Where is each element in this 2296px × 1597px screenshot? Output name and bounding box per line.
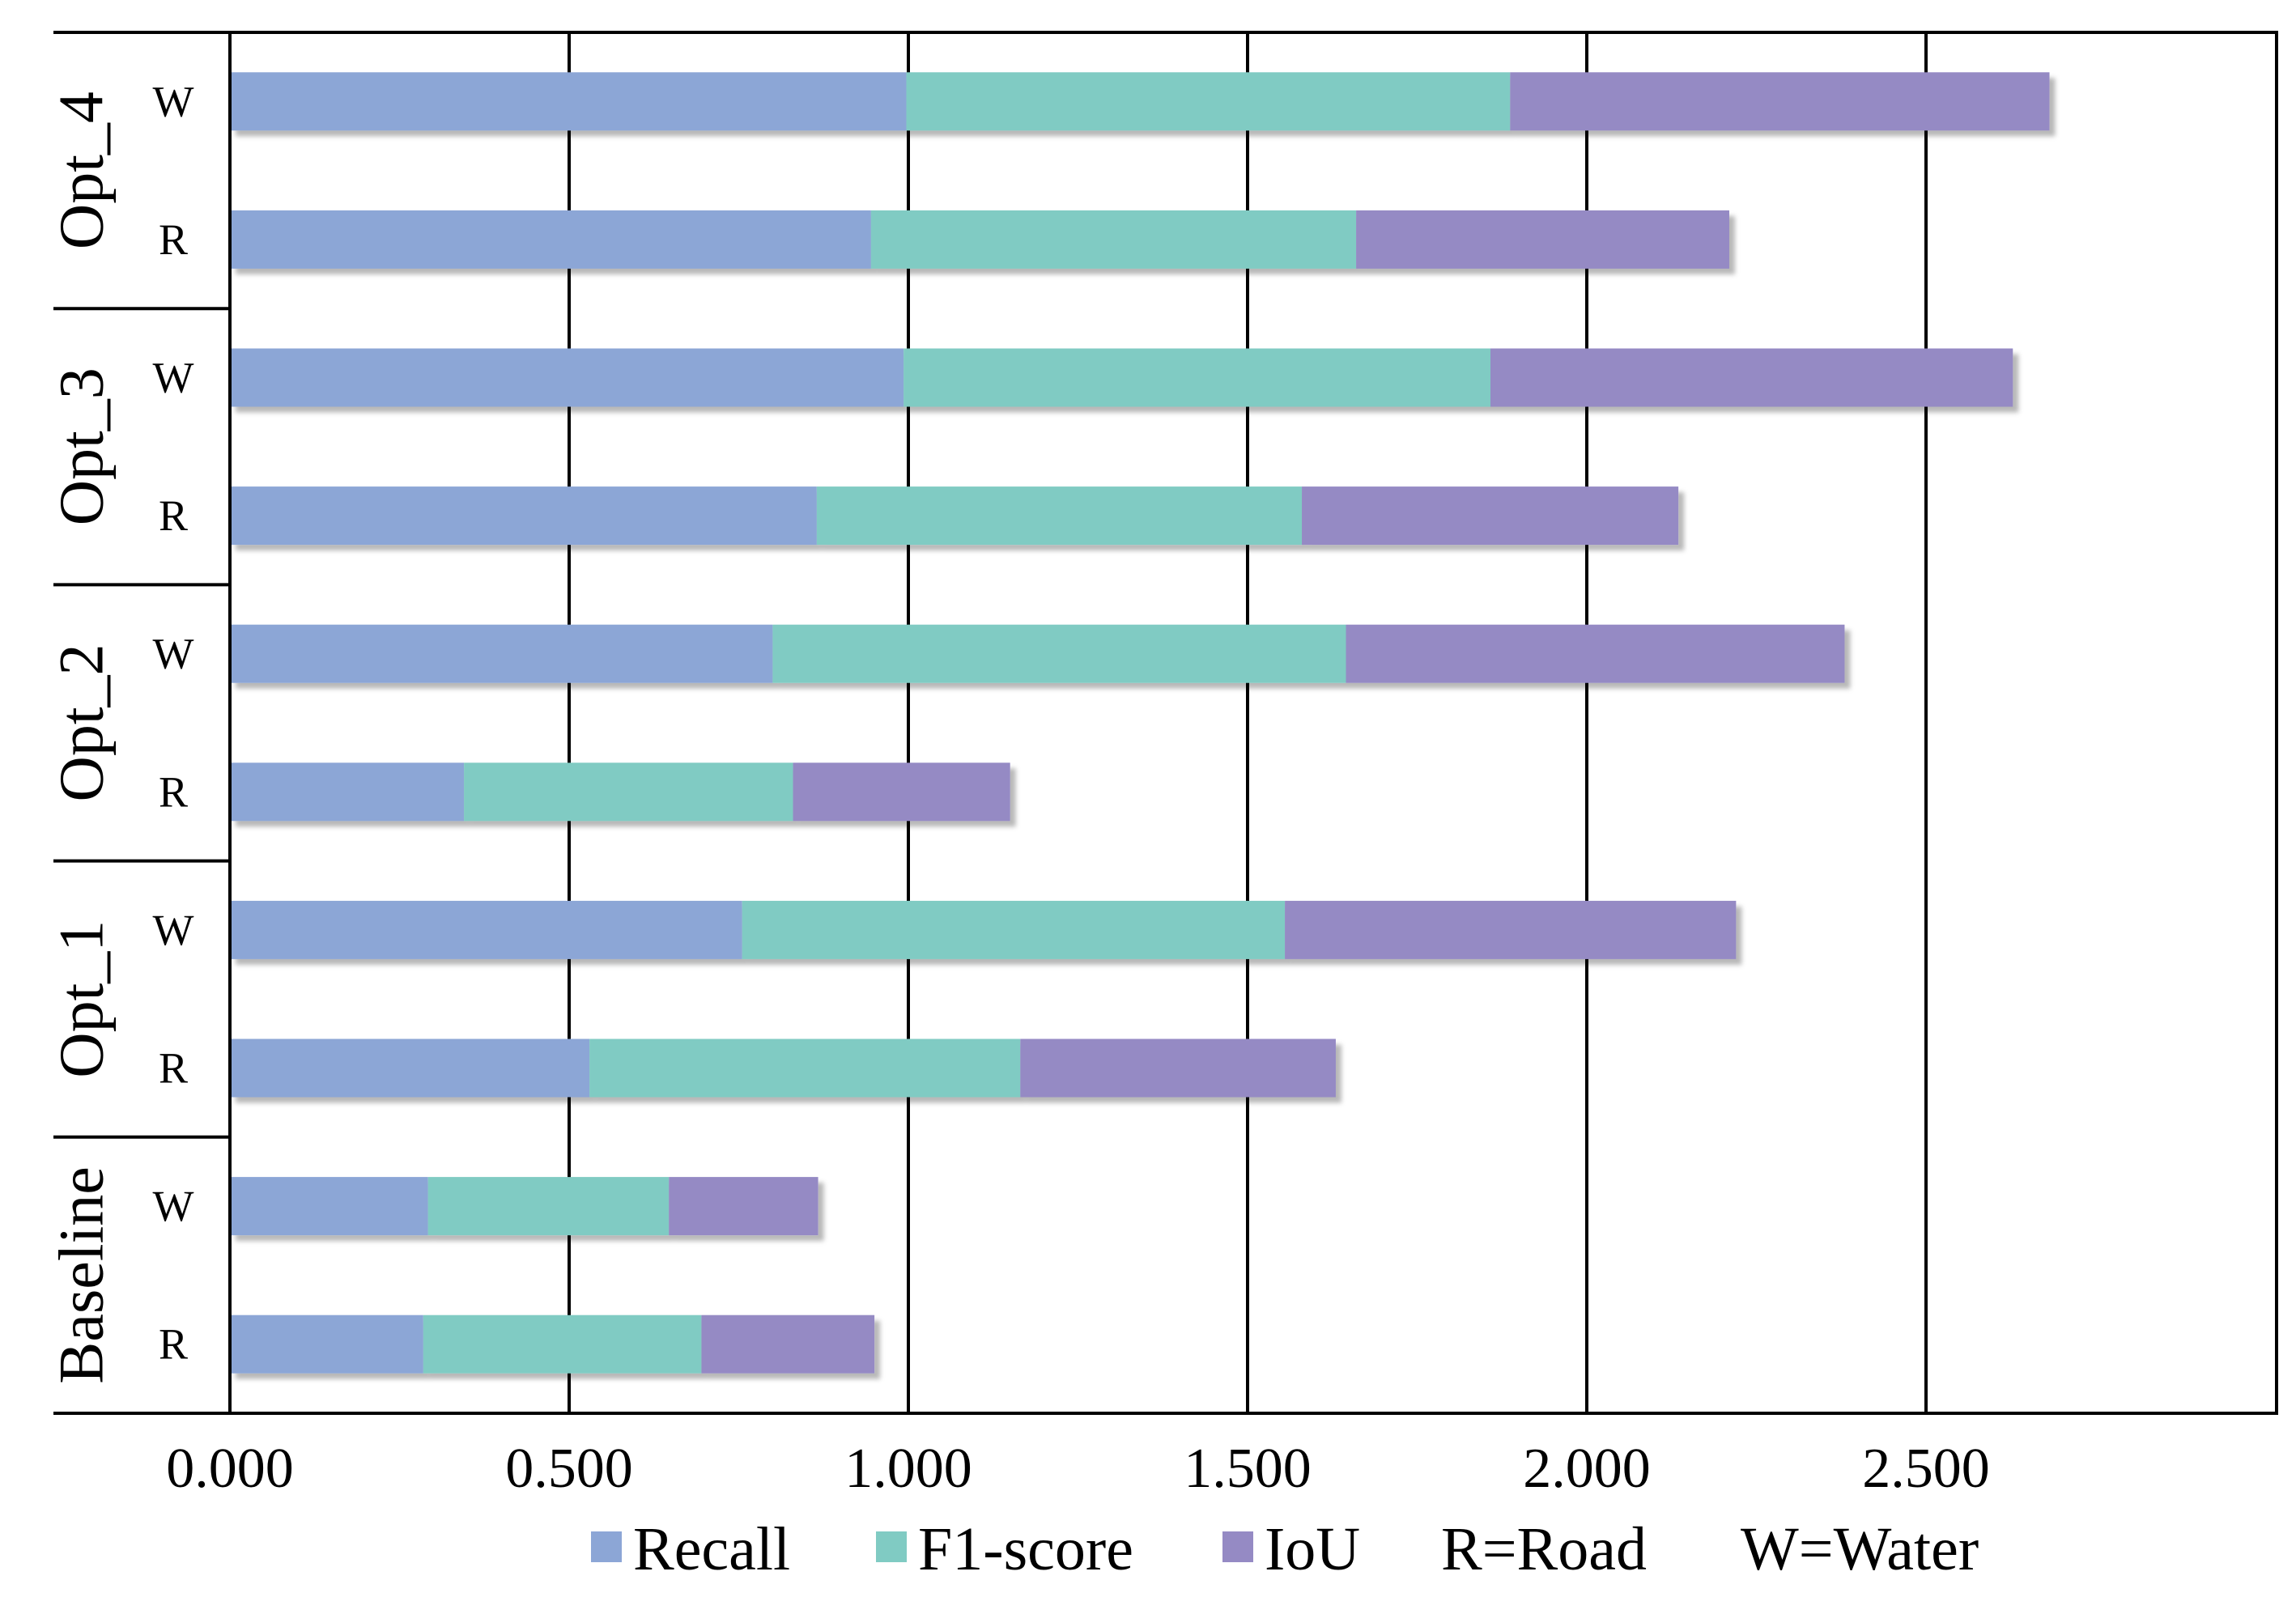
bar-f1-score-baseline-w	[427, 1177, 670, 1236]
bar-row-opt_3-w	[230, 348, 2013, 407]
bar-recall-opt_2-w	[230, 624, 773, 683]
x-axis-tick-labels: 0.000 0.500 1.000 1.500 2.000 2.500	[166, 1438, 1990, 1500]
x-tick-label: 1.000	[844, 1438, 972, 1500]
group-label: Opt_4	[46, 91, 117, 249]
bar-recall-opt_2-r	[230, 762, 465, 822]
bar-f1-score-baseline-r	[423, 1315, 702, 1374]
bar-f1-score-opt_1-r	[589, 1038, 1021, 1098]
legend: Recall F1-score IoU R=Road W=Water	[591, 1515, 1979, 1583]
x-tick-label: 2.500	[1862, 1438, 1990, 1500]
group-label: Opt_2	[46, 644, 117, 802]
bar-row-opt_2-r	[230, 762, 1010, 822]
legend-swatch-recall	[591, 1531, 622, 1562]
row-label: W	[153, 630, 194, 678]
bar-iou-opt_1-w	[1285, 900, 1737, 959]
row-label: W	[153, 354, 194, 402]
legend-label-iou: IoU	[1265, 1515, 1360, 1583]
group-label: Opt_3	[46, 367, 117, 525]
bar-row-opt_1-r	[230, 1038, 1336, 1098]
bar-recall-opt_1-r	[230, 1038, 590, 1098]
x-tick-label: 0.000	[166, 1438, 294, 1500]
bar-row-opt_4-r	[230, 210, 1729, 269]
bar-iou-opt_2-r	[793, 762, 1010, 822]
y-axis: Baseline R W Opt_1 R W Opt_2 R W Opt_3 R W Opt_4 R W	[46, 31, 230, 1415]
bar-iou-baseline-r	[701, 1315, 875, 1374]
bar-iou-opt_4-r	[1356, 210, 1729, 269]
bar-iou-opt_3-r	[1302, 486, 1679, 546]
bar-f1-score-opt_4-w	[906, 72, 1511, 131]
group-label: Opt_1	[46, 920, 117, 1078]
x-tick-label: 0.500	[505, 1438, 633, 1500]
bar-row-baseline-r	[230, 1315, 875, 1374]
bar-f1-score-opt_3-w	[904, 348, 1491, 407]
bar-iou-opt_1-r	[1020, 1038, 1336, 1098]
bar-iou-opt_3-w	[1490, 348, 2013, 407]
row-label: R	[159, 491, 188, 540]
bar-recall-opt_1-w	[230, 900, 742, 959]
row-label: R	[159, 1044, 188, 1093]
row-label: R	[159, 215, 188, 264]
bar-iou-opt_4-w	[1510, 72, 2050, 131]
bar-recall-baseline-r	[230, 1315, 423, 1374]
legend-label-recall: Recall	[633, 1515, 790, 1583]
bar-recall-opt_3-r	[230, 486, 817, 546]
legend-label-f1-score: F1-score	[918, 1515, 1133, 1583]
legend-swatch-iou	[1222, 1531, 1253, 1562]
legend-note: R=Road	[1441, 1515, 1647, 1583]
row-label: W	[153, 906, 194, 954]
bar-row-opt_3-r	[230, 486, 1679, 546]
bar-iou-baseline-w	[669, 1177, 818, 1236]
bar-iou-opt_2-w	[1346, 624, 1845, 683]
x-tick-label: 1.500	[1184, 1438, 1312, 1500]
bar-f1-score-opt_2-w	[772, 624, 1346, 683]
bar-recall-opt_4-r	[230, 210, 871, 269]
bar-f1-score-opt_2-r	[464, 762, 793, 822]
bar-row-opt_2-w	[230, 624, 1845, 683]
bars	[230, 72, 2050, 1374]
group-label: Baseline	[46, 1166, 117, 1384]
row-label: W	[153, 77, 194, 125]
bar-row-opt_1-w	[230, 900, 1737, 959]
bar-recall-baseline-w	[230, 1177, 428, 1236]
row-label: R	[159, 1320, 188, 1369]
plot-area-border	[228, 31, 2278, 1415]
bar-row-opt_4-w	[230, 72, 2050, 131]
bar-recall-opt_3-w	[230, 348, 904, 407]
row-label: W	[153, 1182, 194, 1230]
bar-f1-score-opt_3-r	[816, 486, 1303, 546]
bar-f1-score-opt_4-r	[870, 210, 1357, 269]
row-label: R	[159, 767, 188, 816]
legend-swatch-f1-score	[876, 1531, 907, 1562]
bar-f1-score-opt_1-w	[742, 900, 1286, 959]
bar-recall-opt_4-w	[230, 72, 907, 131]
x-tick-label: 2.000	[1523, 1438, 1651, 1500]
bar-row-baseline-w	[230, 1177, 818, 1236]
legend-note: W=Water	[1741, 1515, 1979, 1583]
